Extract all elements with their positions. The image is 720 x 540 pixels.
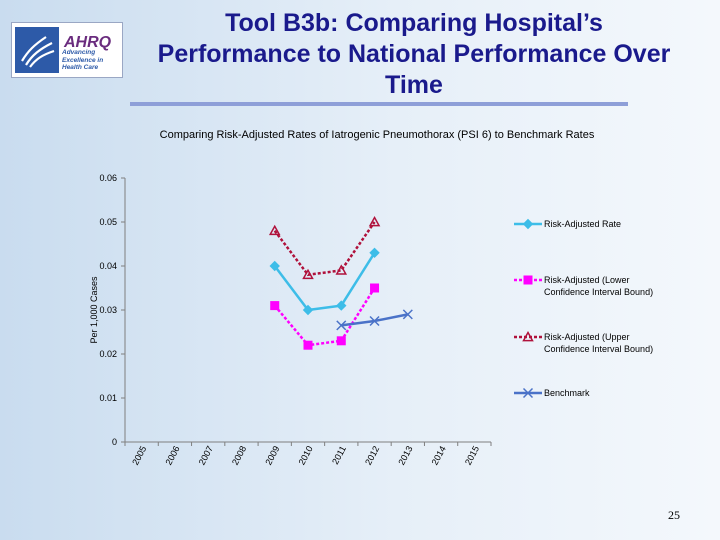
series-line-3 [273,221,376,277]
x-tick-label: 2015 [463,444,481,466]
legend-marker-4 [522,387,534,399]
hhs-eagle-icon [15,27,59,73]
legend-label-2: Risk-Adjusted (Lower Confidence Interval… [544,275,653,297]
legend-label-4: Benchmark [544,388,590,398]
legend-marker-2 [523,275,533,285]
y-tick-label: 0.04 [99,261,117,271]
data-point-series-1 [336,300,347,311]
data-point-series-4 [336,320,347,331]
y-tick-label: 0.01 [99,393,117,403]
x-tick-label: 2013 [396,444,414,466]
ahrq-logo: AHRQ Advancing Excellence in Health Care [11,22,123,78]
legend-marker-3 [522,330,534,342]
chart-title: Comparing Risk-Adjusted Rates of Iatroge… [159,129,595,141]
legend-marker-1 [522,218,534,230]
data-point-series-4 [369,315,380,327]
x-tick-label: 2009 [263,444,281,466]
slide-title: Tool B3b: Comparing Hospital’s Performan… [157,9,671,99]
x-tick-label: 2011 [330,444,348,466]
legend-label-1: Risk-Adjusted Rate [544,219,621,229]
data-point-series-1 [369,247,380,259]
data-point-series-1 [269,260,280,272]
data-point-series-2 [303,340,313,350]
data-point-series-3 [268,224,281,236]
y-tick-label: 0.05 [99,217,117,227]
y-tick-label: 0.02 [99,349,117,359]
data-point-series-2 [270,301,280,311]
data-point-series-3 [368,215,381,227]
y-tick-label: 0 [112,437,117,447]
logo-tagline: Advancing Excellence in Health Care [62,49,104,71]
data-point-series-1 [302,304,314,316]
y-tick-label: 0.03 [99,305,117,315]
data-point-series-3 [302,268,314,280]
title-divider [130,102,628,106]
x-tick-label: 2010 [297,444,315,466]
series-line-1 [273,252,376,312]
data-point-series-3 [335,264,348,275]
series-line-2 [273,287,376,347]
page-number: 25 [668,508,680,522]
y-tick-label: 0.06 [99,173,117,183]
data-point-series-2 [370,283,380,293]
legend-label-3: Risk-Adjusted (Upper Confidence Interval… [544,332,653,354]
x-tick-label: 2006 [163,444,181,466]
y-axis-title: Per 1,000 Cases [89,276,99,344]
data-point-series-4 [402,309,413,320]
x-tick-label: 2014 [430,444,448,466]
x-tick-label: 2005 [130,444,148,466]
x-tick-label: 2012 [363,444,381,466]
x-tick-label: 2008 [230,444,248,466]
data-point-series-2 [336,336,346,346]
x-tick-label: 2007 [197,444,215,466]
logo-brand: AHRQ [63,34,112,51]
series-line-4 [341,313,409,327]
